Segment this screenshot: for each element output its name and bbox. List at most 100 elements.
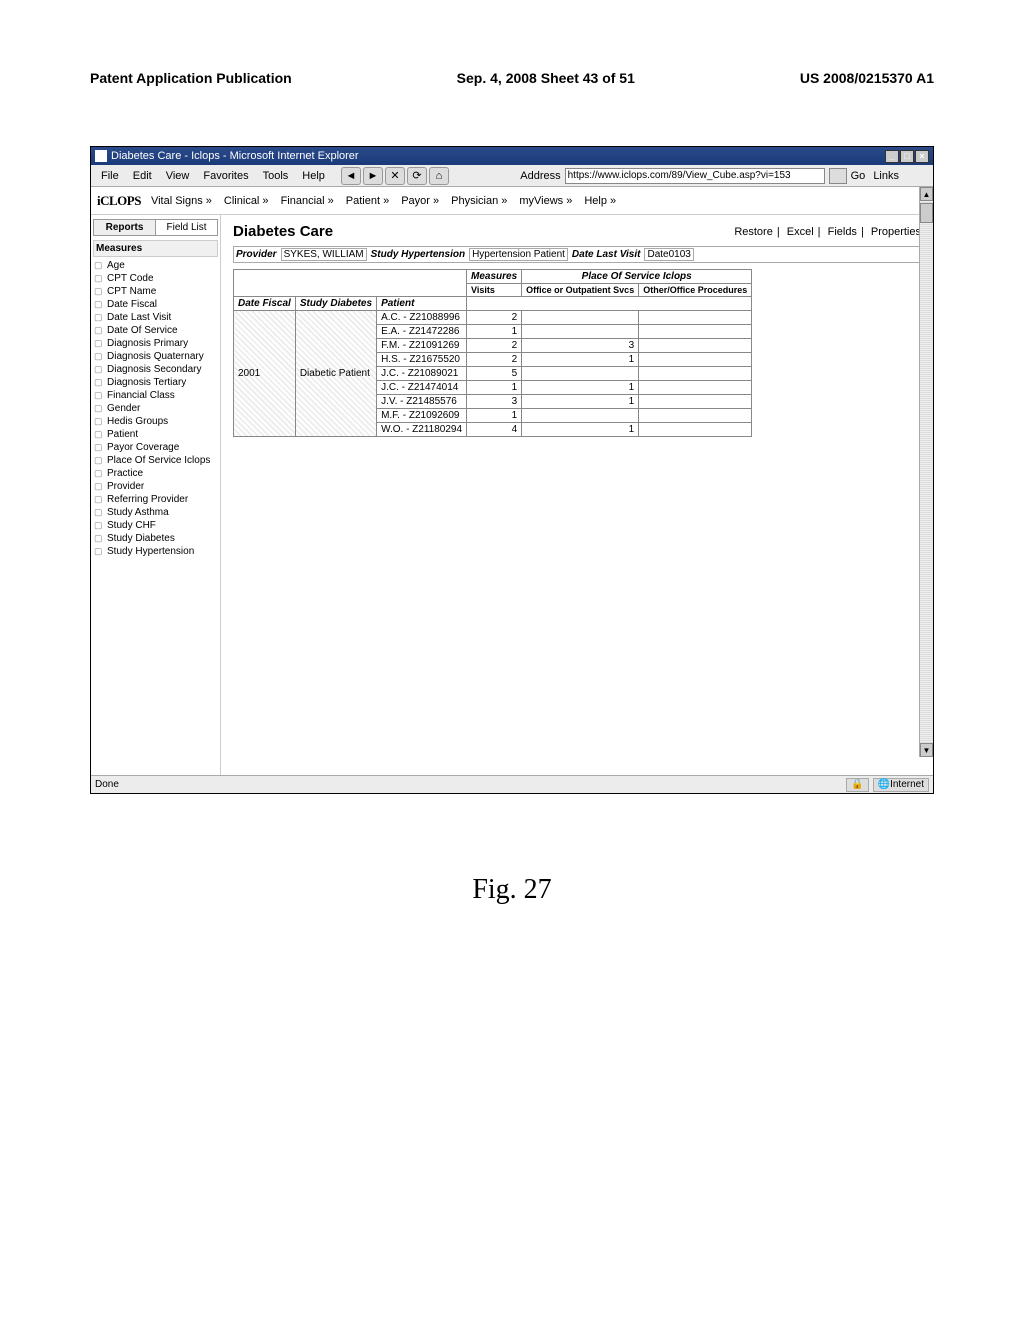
address-label: Address	[520, 170, 560, 182]
status-icon: 🔒	[846, 778, 868, 792]
action-fields[interactable]: Fields	[828, 226, 857, 238]
menu-favorites[interactable]: Favorites	[197, 168, 254, 184]
menu-tools[interactable]: Tools	[257, 168, 295, 184]
col-visits[interactable]: Visits	[467, 284, 522, 297]
maximize-button[interactable]: □	[900, 150, 914, 163]
sidebar-item[interactable]: Patient	[93, 428, 218, 441]
content-area: Diabetes Care Restore| Excel| Fields| Pr…	[221, 215, 933, 775]
sidebar-item[interactable]: Place Of Service Iclops	[93, 454, 218, 467]
address-input[interactable]	[565, 168, 825, 184]
scroll-up-button[interactable]: ▲	[920, 187, 933, 201]
sidebar-item[interactable]: Hedis Groups	[93, 415, 218, 428]
cell-patient[interactable]: H.S. - Z21675520	[377, 353, 467, 367]
sidebar-item[interactable]: Referring Provider	[93, 493, 218, 506]
col-measures[interactable]: Measures	[467, 270, 522, 284]
cell-patient[interactable]: J.C. - Z21089021	[377, 367, 467, 381]
measures-heading: Measures	[93, 240, 218, 257]
tab-reports[interactable]: Reports	[94, 220, 156, 235]
cell-office	[522, 311, 639, 325]
cell-patient[interactable]: W.O. - Z21180294	[377, 423, 467, 437]
sidebar-item[interactable]: Study Diabetes	[93, 532, 218, 545]
col-office[interactable]: Office or Outpatient Svcs	[522, 284, 639, 297]
go-button[interactable]	[829, 168, 847, 184]
cell-other	[639, 339, 752, 353]
rh-study[interactable]: Study Diabetes	[295, 297, 376, 311]
sidebar-item[interactable]: Practice	[93, 467, 218, 480]
sidebar-item[interactable]: Financial Class	[93, 389, 218, 402]
scroll-thumb[interactable]	[920, 203, 933, 223]
filter-provider-value[interactable]: SYKES, WILLIAM	[281, 248, 367, 261]
cell-office: 1	[522, 353, 639, 367]
scroll-down-button[interactable]: ▼	[920, 743, 933, 757]
nav-clinical[interactable]: Clinical »	[224, 195, 269, 207]
action-restore[interactable]: Restore	[734, 226, 773, 238]
close-button[interactable]: ×	[915, 150, 929, 163]
col-place[interactable]: Place Of Service Iclops	[522, 270, 752, 284]
nav-payor[interactable]: Payor »	[401, 195, 439, 207]
links-button[interactable]: Links	[869, 168, 903, 184]
cell-patient[interactable]: M.F. - Z21092609	[377, 409, 467, 423]
cell-other	[639, 381, 752, 395]
sidebar-item[interactable]: Diagnosis Secondary	[93, 363, 218, 376]
cell-visits: 5	[467, 367, 522, 381]
cell-office: 1	[522, 395, 639, 409]
action-excel[interactable]: Excel	[787, 226, 814, 238]
sidebar-item[interactable]: Payor Coverage	[93, 441, 218, 454]
go-label[interactable]: Go	[851, 170, 866, 182]
sidebar-item[interactable]: Provider	[93, 480, 218, 493]
menu-view[interactable]: View	[160, 168, 196, 184]
refresh-button[interactable]: ⟳	[407, 167, 427, 185]
nav-vitalsigns[interactable]: Vital Signs »	[151, 195, 212, 207]
tab-fieldlist[interactable]: Field List	[156, 220, 217, 235]
menu-help[interactable]: Help	[296, 168, 331, 184]
menu-file[interactable]: File	[95, 168, 125, 184]
cell-other	[639, 311, 752, 325]
rh-datefiscal[interactable]: Date Fiscal	[234, 297, 296, 311]
sidebar-item[interactable]: Date Fiscal	[93, 298, 218, 311]
sidebar-item[interactable]: Study Asthma	[93, 506, 218, 519]
filter-date-value[interactable]: Date0103	[644, 248, 693, 261]
cell-study: Diabetic Patient	[295, 311, 376, 437]
scrollbar-vertical[interactable]: ▲ ▼	[919, 187, 933, 757]
nav-patient[interactable]: Patient »	[346, 195, 389, 207]
cell-patient[interactable]: J.V. - Z21485576	[377, 395, 467, 409]
nav-financial[interactable]: Financial »	[281, 195, 334, 207]
sidebar-item[interactable]: Gender	[93, 402, 218, 415]
cell-patient[interactable]: J.C. - Z21474014	[377, 381, 467, 395]
back-button[interactable]: ◄	[341, 167, 361, 185]
sidebar-item[interactable]: Study CHF	[93, 519, 218, 532]
cell-patient[interactable]: E.A. - Z21472286	[377, 325, 467, 339]
sidebar: Reports Field List Measures AgeCPT CodeC…	[91, 215, 221, 775]
sidebar-item[interactable]: Diagnosis Quaternary	[93, 350, 218, 363]
col-other[interactable]: Other/Office Procedures	[639, 284, 752, 297]
nav-myviews[interactable]: myViews »	[519, 195, 572, 207]
nav-help[interactable]: Help »	[584, 195, 616, 207]
sidebar-item[interactable]: CPT Code	[93, 272, 218, 285]
fwd-button[interactable]: ►	[363, 167, 383, 185]
sidebar-item[interactable]: Date Of Service	[93, 324, 218, 337]
stop-button[interactable]: ✕	[385, 167, 405, 185]
rh-patient[interactable]: Patient	[377, 297, 467, 311]
table-row: 2001Diabetic PatientA.C. - Z210889962	[234, 311, 752, 325]
sidebar-item[interactable]: CPT Name	[93, 285, 218, 298]
nav-physician[interactable]: Physician »	[451, 195, 507, 207]
sidebar-item[interactable]: Age	[93, 259, 218, 272]
app-toolbar: iCLOPS Vital Signs » Clinical » Financia…	[91, 187, 933, 215]
pivot-table: Measures Place Of Service Iclops Visits …	[233, 269, 752, 437]
sidebar-tree: AgeCPT CodeCPT NameDate FiscalDate Last …	[93, 259, 218, 558]
action-properties[interactable]: Properties	[871, 226, 921, 238]
sidebar-item[interactable]: Diagnosis Tertiary	[93, 376, 218, 389]
cell-patient[interactable]: F.M. - Z21091269	[377, 339, 467, 353]
sidebar-item[interactable]: Date Last Visit	[93, 311, 218, 324]
sidebar-item[interactable]: Study Hypertension	[93, 545, 218, 558]
filter-study-value[interactable]: Hypertension Patient	[469, 248, 568, 261]
menu-edit[interactable]: Edit	[127, 168, 158, 184]
sidebar-item[interactable]: Diagnosis Primary	[93, 337, 218, 350]
minimize-button[interactable]: _	[885, 150, 899, 163]
pub-center: Sep. 4, 2008 Sheet 43 of 51	[457, 70, 635, 86]
cell-visits: 2	[467, 339, 522, 353]
ie-icon	[95, 150, 107, 162]
cell-patient[interactable]: A.C. - Z21088996	[377, 311, 467, 325]
toolbar-buttons: ◄ ► ✕ ⟳ ⌂	[341, 167, 449, 185]
home-button[interactable]: ⌂	[429, 167, 449, 185]
